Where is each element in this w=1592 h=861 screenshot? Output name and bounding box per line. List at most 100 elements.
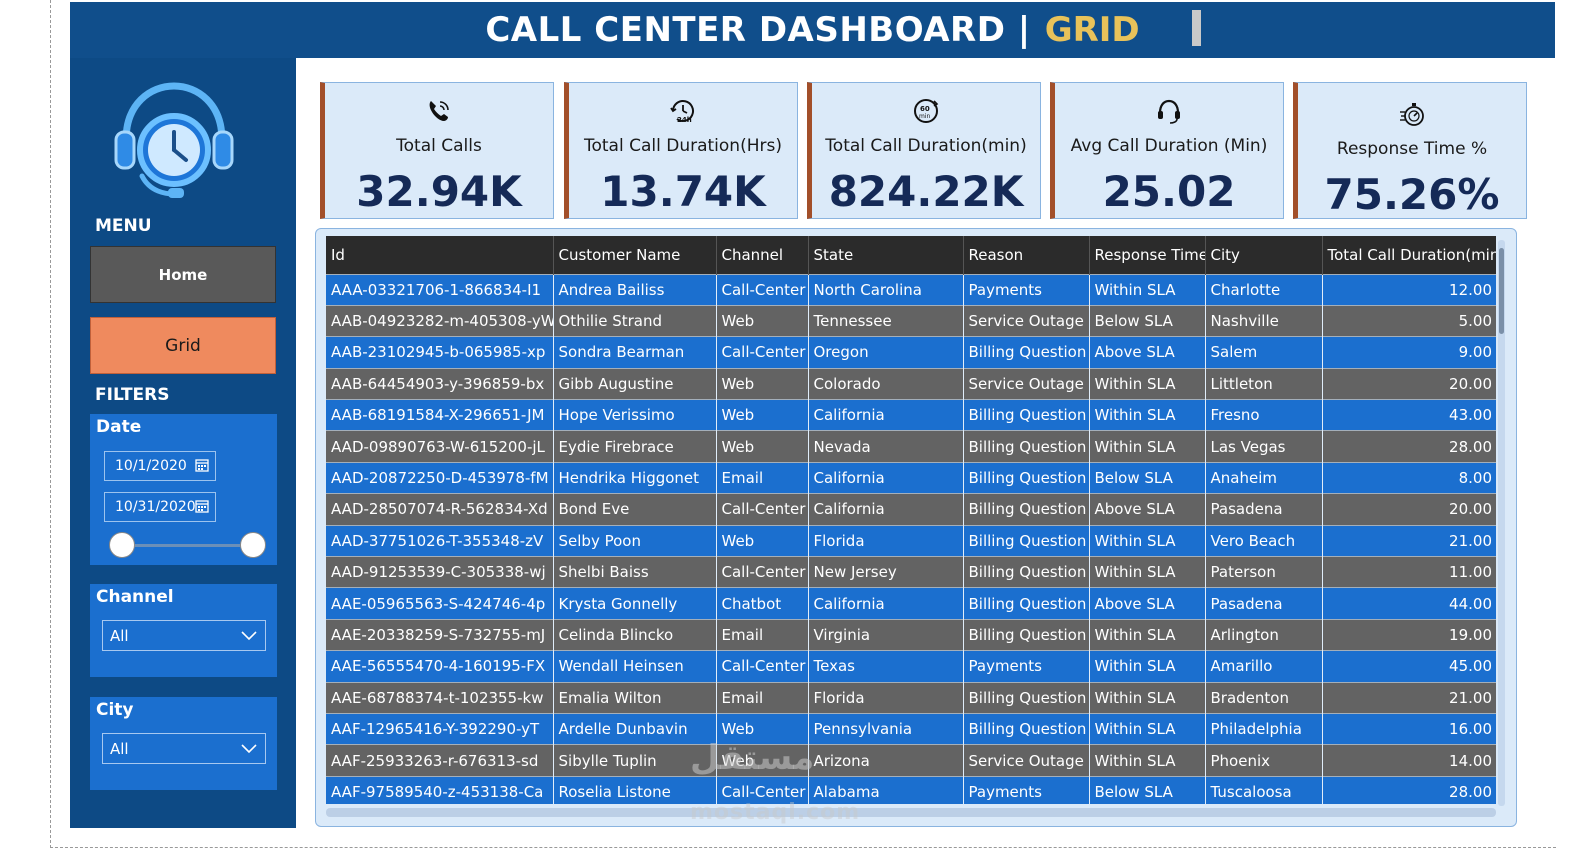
cell-response-time: Within SLA <box>1088 618 1205 651</box>
grid-button[interactable]: Grid <box>90 317 276 374</box>
kpi-label: Response Time % <box>1336 139 1488 159</box>
cell-id: AAB-04923282-m-405308-yW <box>326 304 553 337</box>
cell-response-time: Above SLA <box>1088 493 1205 526</box>
cell-id: AAD-91253539-C-305338-wj <box>326 556 553 588</box>
cell-city: Philadelphia <box>1204 712 1322 745</box>
cell-city: Arlington <box>1204 618 1322 651</box>
svg-text:min: min <box>919 113 931 120</box>
cell-city: Vero Beach <box>1204 524 1322 557</box>
cell-reason: Billing Question <box>962 493 1089 526</box>
end-date-input[interactable]: 10/31/2020 <box>104 492 216 522</box>
start-date-input[interactable]: 10/1/2020 <box>104 451 216 481</box>
calendar-icon[interactable] <box>195 458 209 472</box>
table-row[interactable]: AAD-91253539-C-305338-wj Shelbi Baiss Call… <box>326 556 1496 588</box>
column-header-reason[interactable]: Reason <box>962 236 1089 274</box>
table-row[interactable]: AAE-05965563-S-424746-4p Krysta Gonnelly C… <box>326 587 1496 620</box>
column-header-id[interactable]: Id <box>331 245 345 264</box>
city-filter-card: City All <box>90 697 277 790</box>
table-row[interactable]: AAB-68191584-X-296651-JM Hope Verissimo We… <box>326 399 1496 431</box>
cell-state: Virginia <box>807 618 963 651</box>
table-row[interactable]: AAB-04923282-m-405308-yW Othilie Strand We… <box>326 304 1496 337</box>
vertical-scrollbar-thumb[interactable] <box>1499 248 1504 334</box>
cell-state: California <box>807 587 963 620</box>
table-scroll-area[interactable]: Id Customer Name Channel State Reason Re… <box>326 236 1496 804</box>
kpi-card-total-duration-hrs: 24h Total Call Duration(Hrs) 13.74K <box>564 82 798 219</box>
table-row[interactable]: AAD-28507074-R-562834-Xd Bond Eve Call-Cen… <box>326 493 1496 526</box>
cell-city: Anaheim <box>1204 461 1322 494</box>
table-row[interactable]: AAD-20872250-D-453978-fM Hendrika Higgone… <box>326 461 1496 494</box>
column-header-channel[interactable]: Channel <box>715 236 808 274</box>
calendar-icon[interactable] <box>195 499 209 513</box>
cell-city: Amarillo <box>1204 650 1322 683</box>
cell-customer-name: Krysta Gonnelly <box>552 587 716 620</box>
channel-filter-card: Channel All <box>90 584 277 677</box>
column-header-state[interactable]: State <box>807 236 963 274</box>
cell-reason: Billing Question <box>962 556 1089 588</box>
calls-table: Id Customer Name Channel State Reason Re… <box>326 236 1496 804</box>
cell-channel: Web <box>715 304 808 337</box>
cell-response-time: Within SLA <box>1088 273 1205 306</box>
column-header-city[interactable]: City <box>1204 236 1322 274</box>
cell-city: Charlotte <box>1204 273 1322 306</box>
end-date-value: 10/31/2020 <box>115 499 196 515</box>
cell-id: AAB-68191584-X-296651-JM <box>326 399 553 431</box>
table-body: AAA-03321706-1-866834-I1 Andrea Bailiss Ca… <box>326 273 1496 804</box>
kpi-value: 75.26% <box>1324 170 1500 219</box>
table-row[interactable]: AAB-23102945-b-065985-xp Sondra Bearman Ca… <box>326 336 1496 369</box>
table-row[interactable]: AAE-68788374-t-102355-kw Emalia Wilton Ema… <box>326 681 1496 714</box>
date-slider-start-handle[interactable] <box>109 532 135 558</box>
cell-id: AAE-68788374-t-102355-kw <box>326 681 553 714</box>
watermark-logo: مستقل <box>690 738 815 778</box>
table-row[interactable]: AAD-09890763-W-615200-jL Eydie Firebrace W… <box>326 430 1496 463</box>
cell-channel: Web <box>715 367 808 400</box>
cell-channel: Email <box>715 618 808 651</box>
column-header-total-call-duration[interactable]: Total Call Duration(min) <box>1321 236 1496 274</box>
cell-channel: Web <box>715 430 808 463</box>
table-row[interactable]: AAD-37751026-T-355348-zV Selby Poon Web Flo… <box>326 524 1496 557</box>
cell-state: Tennessee <box>807 304 963 337</box>
grid-button-label: Grid <box>165 335 201 356</box>
cell-reason: Service Outage <box>962 304 1089 337</box>
table-row[interactable]: AAB-64454903-y-396859-bx Gibb Augustine We… <box>326 367 1496 400</box>
cell-id: AAA-03321706-1-866834-I1 <box>326 273 553 306</box>
cell-customer-name: Wendall Heinsen <box>552 650 716 683</box>
date-slider-end-handle[interactable] <box>240 532 266 558</box>
table-row[interactable]: AAE-56555470-4-160195-FX Wendall Heinsen C… <box>326 650 1496 683</box>
start-date-value: 10/1/2020 <box>115 458 187 474</box>
cell-total-call-duration: 8.00 <box>1321 461 1496 494</box>
cell-customer-name: Roselia Listone <box>552 775 716 804</box>
cell-state: Alabama <box>807 775 963 804</box>
horizontal-scrollbar[interactable] <box>326 808 1496 817</box>
cell-response-time: Above SLA <box>1088 587 1205 620</box>
cell-customer-name: Emalia Wilton <box>552 681 716 714</box>
table-row[interactable]: AAF-97589540-z-453138-Ca Roselia Listone C… <box>326 775 1496 804</box>
kpi-card-response-time: Response Time % 75.26% <box>1293 82 1527 219</box>
filters-label: FILTERS <box>95 385 170 405</box>
vertical-scrollbar[interactable] <box>1498 240 1505 806</box>
kpi-label: Total Call Duration(min) <box>825 136 1027 156</box>
cell-city: Littleton <box>1204 367 1322 400</box>
table-row[interactable]: AAF-25933263-r-676313-sd Sibylle Tuplin We… <box>326 744 1496 777</box>
cell-state: Florida <box>807 524 963 557</box>
home-button-label: Home <box>158 265 208 284</box>
date-range-slider-track[interactable] <box>122 544 254 547</box>
cell-channel: Call-Center <box>715 493 808 526</box>
channel-dropdown[interactable]: All <box>102 620 266 651</box>
home-button[interactable]: Home <box>90 246 276 303</box>
watermark-text: mostaql.com <box>690 800 861 825</box>
city-dropdown[interactable]: All <box>102 733 266 764</box>
cell-response-time: Below SLA <box>1088 304 1205 337</box>
cell-reason: Billing Question <box>962 399 1089 431</box>
cell-reason: Billing Question <box>962 712 1089 745</box>
column-header-customer-name[interactable]: Customer Name <box>552 236 716 274</box>
cell-state: Nevada <box>807 430 963 463</box>
table-row[interactable]: AAA-03321706-1-866834-I1 Andrea Bailiss Ca… <box>326 273 1496 306</box>
table-row[interactable]: AAF-12965416-Y-392290-yT Ardelle Dunbavin… <box>326 712 1496 745</box>
cell-reason: Billing Question <box>962 524 1089 557</box>
cell-total-call-duration: 14.00 <box>1321 744 1496 777</box>
cell-reason: Billing Question <box>962 587 1089 620</box>
cell-city: Phoenix <box>1204 744 1322 777</box>
cell-channel: Call-Center <box>715 556 808 588</box>
table-row[interactable]: AAE-20338259-S-732755-mJ Celinda Blincko E… <box>326 618 1496 651</box>
column-header-response-time[interactable]: Response Time <box>1088 236 1205 274</box>
